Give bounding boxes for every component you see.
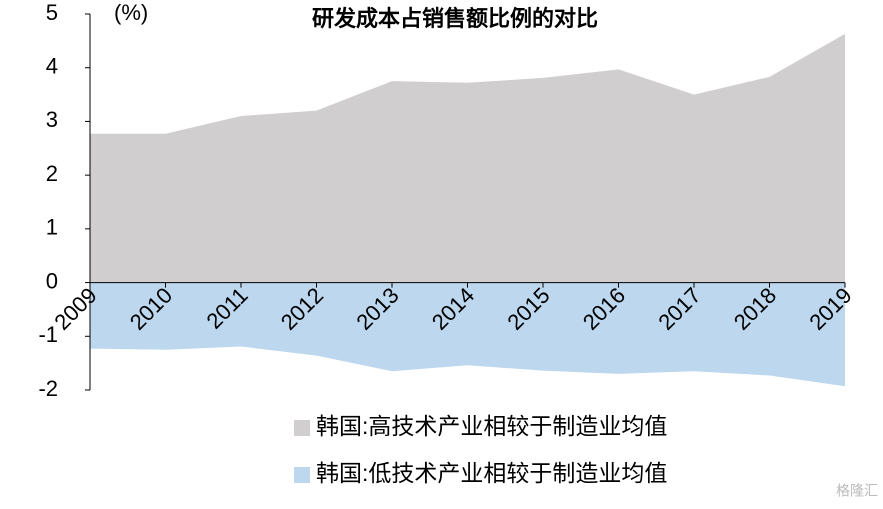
legend-label: 韩国:低技术产业相较于制造业均值 (316, 460, 667, 486)
area (90, 282, 845, 387)
y-tick-label: -1 (38, 322, 58, 347)
y-tick-label: 0 (46, 268, 58, 293)
y-tick-label: 2 (46, 161, 58, 186)
y-tick-label: 3 (46, 107, 58, 132)
y-tick-label: 5 (46, 0, 58, 25)
area (90, 33, 845, 283)
chart-title: 研发成本占销售额比例的对比 (312, 6, 598, 31)
y-tick-label: -2 (38, 376, 58, 401)
legend-swatch (294, 467, 310, 483)
y-tick-label: 1 (46, 215, 58, 240)
legend-label: 韩国:高技术产业相较于制造业均值 (316, 413, 667, 439)
y-axis-label: (%) (114, 0, 148, 25)
y-tick-label: 4 (46, 54, 58, 79)
legend-swatch (294, 420, 310, 436)
watermark: 格隆汇 (836, 483, 878, 499)
